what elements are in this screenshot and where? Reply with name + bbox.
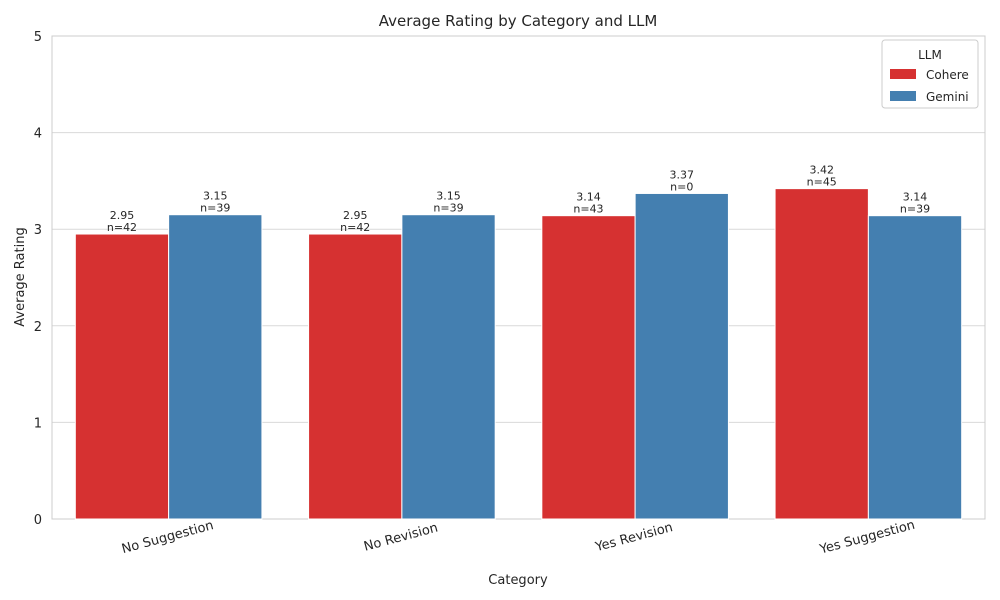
x-tick-label: No Revision xyxy=(362,521,439,555)
bar-count-label: n=39 xyxy=(433,202,463,215)
bar-count-label: n=42 xyxy=(340,221,370,234)
plot-frame xyxy=(51,35,986,520)
bar xyxy=(774,188,869,520)
bar-value-label: 3.14 xyxy=(903,191,928,204)
bar xyxy=(634,192,729,520)
bar-count-label: n=43 xyxy=(573,203,603,216)
x-tick-label: Yes Suggestion xyxy=(817,518,916,558)
bar-count-label: n=42 xyxy=(107,221,137,234)
y-tick-label: 4 xyxy=(34,127,42,142)
y-ticks: 0 1 2 3 4 5 xyxy=(34,30,42,528)
bar xyxy=(401,214,496,520)
x-tick-label: Yes Revision xyxy=(593,520,675,555)
bar-value-label: 3.42 xyxy=(809,164,834,177)
bar-count-label: n=39 xyxy=(200,202,230,215)
x-ticks: No Suggestion No Revision Yes Revision Yes … xyxy=(120,518,916,558)
legend: LLM Cohere Gemini xyxy=(881,39,979,109)
bar-value-label: 3.14 xyxy=(576,191,601,204)
y-tick-label: 3 xyxy=(34,223,42,238)
bar xyxy=(308,233,403,520)
y-tick-label: 2 xyxy=(34,320,42,335)
y-axis-label: Average Rating xyxy=(13,227,28,326)
bar xyxy=(867,215,963,520)
x-axis-label: Category xyxy=(488,573,548,588)
x-tick-label: No Suggestion xyxy=(120,518,215,557)
bar-value-label: 3.15 xyxy=(436,190,461,203)
bar-count-label: n=45 xyxy=(807,176,837,189)
bar-count-label: n=0 xyxy=(670,180,693,193)
bar-value-label: 3.15 xyxy=(203,190,228,203)
y-tick-label: 5 xyxy=(34,30,42,45)
bar xyxy=(541,215,636,520)
legend-label-cohere: Cohere xyxy=(926,68,969,82)
y-tick-label: 0 xyxy=(34,513,42,528)
bar-value-label: 2.95 xyxy=(110,209,135,222)
legend-swatch-gemini xyxy=(890,91,916,101)
chart-title: Average Rating by Category and LLM xyxy=(379,12,658,30)
bar xyxy=(168,214,263,520)
legend-label-gemini: Gemini xyxy=(926,90,969,104)
bar-count-label: n=39 xyxy=(900,203,930,216)
legend-swatch-cohere xyxy=(890,69,916,79)
bar-value-label: 2.95 xyxy=(343,209,368,222)
bars-group: 2.95n=423.15n=392.95n=423.15n=393.14n=43… xyxy=(74,164,963,520)
bar-value-label: 3.37 xyxy=(670,168,695,181)
legend-title: LLM xyxy=(918,48,942,62)
y-tick-label: 1 xyxy=(34,416,42,431)
bar xyxy=(74,233,170,520)
